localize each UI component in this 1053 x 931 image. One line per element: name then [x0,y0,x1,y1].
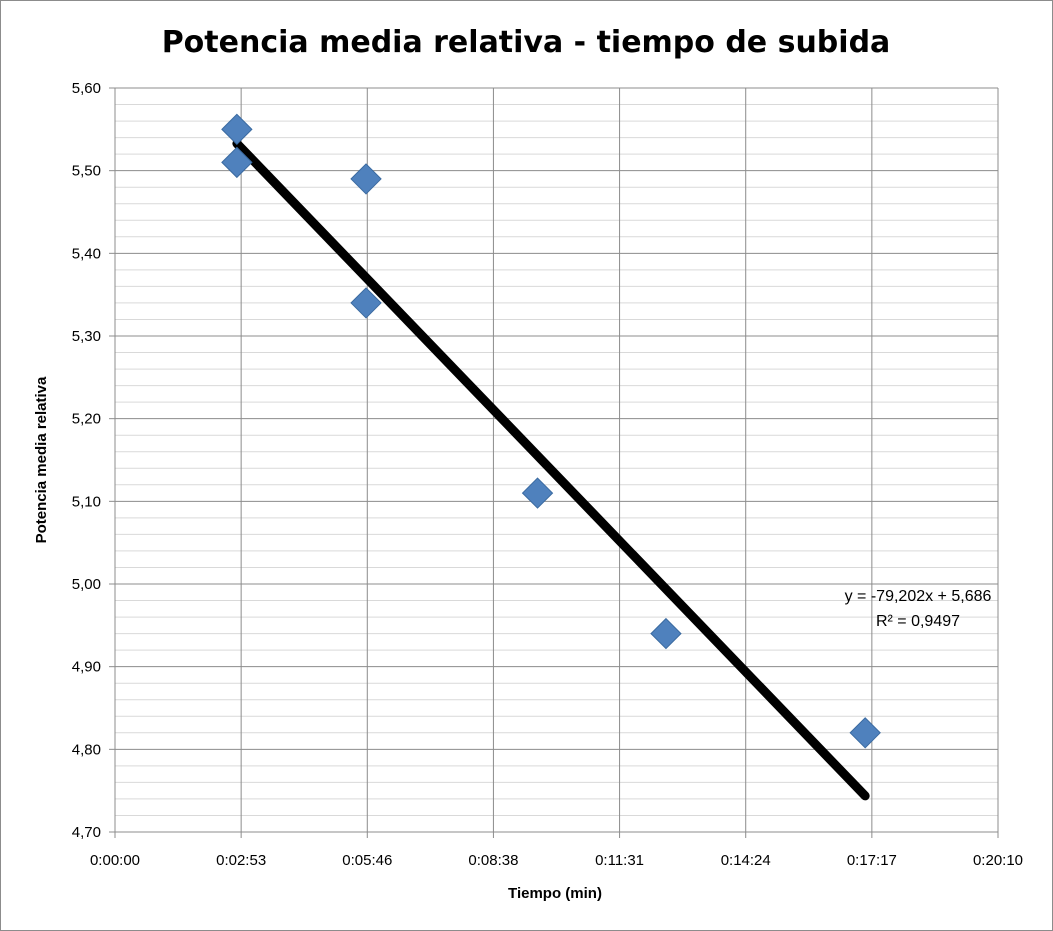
trendline-line [232,138,870,801]
x-tick-label: 0:08:38 [468,852,518,869]
y-tick-label: 5,60 [72,80,101,97]
data-point [650,617,682,650]
y-tick-label: 5,30 [72,328,101,345]
axes [109,87,999,838]
x-tick-label: 0:05:46 [342,852,392,869]
y-tick-label: 5,10 [72,493,101,510]
x-tick-label: 0:02:53 [216,852,266,869]
y-axis-label: Potencia media relativa [33,376,50,543]
x-tick-label: 0:17:17 [847,852,897,869]
gridlines [115,87,999,832]
trendline [232,138,870,801]
y-tick-label: 5,00 [72,576,101,593]
r-squared-label: R² = 0,9497 [876,613,960,630]
y-tick-label: 5,20 [72,411,101,428]
data-points [221,113,881,749]
data-point [849,717,881,749]
y-axis-tick-labels: 4,70 4,80 4,90 5,00 5,10 5,20 5,30 5,40 5,50 5,60 [72,80,101,841]
x-axis-tick-labels: 0:00:00 0:02:53 0:05:46 0:08:38 0:11:31 0:14:… [90,852,1023,869]
trendline-equation: y = -79,202x + 5,686 [845,588,992,605]
x-tick-label: 0:00:00 [90,852,140,869]
y-tick-label: 5,50 [72,163,101,180]
data-point [350,287,382,319]
y-tick-label: 5,40 [72,245,101,262]
y-tick-label: 4,70 [72,824,101,841]
x-axis-label: Tiempo (min) [508,885,602,902]
data-point [350,163,382,195]
y-tick-label: 4,90 [72,659,101,676]
x-tick-label: 0:20:10 [973,852,1023,869]
data-point [521,477,554,509]
x-tick-label: 0:11:31 [595,852,644,869]
y-tick-label: 4,80 [72,741,101,758]
data-point [221,146,253,179]
data-point [221,113,253,146]
x-tick-label: 0:14:24 [721,852,771,869]
chart-title: Potencia media relativa - tiempo de subi… [162,25,891,60]
